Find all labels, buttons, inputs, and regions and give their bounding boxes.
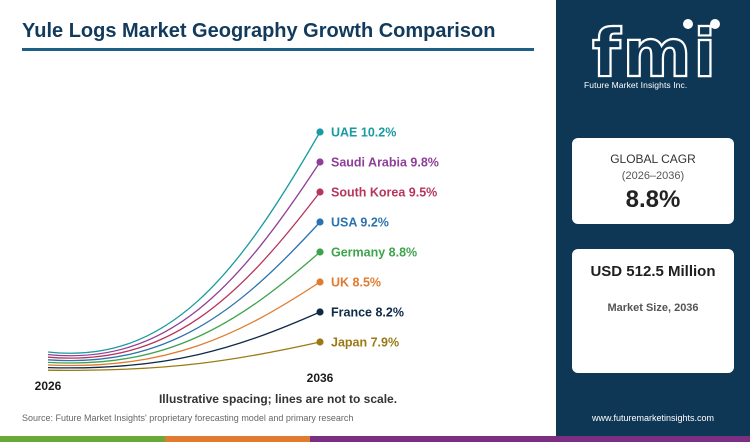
bottom-color-bar — [0, 436, 750, 442]
x-tick-label: 2036 — [307, 371, 334, 385]
bottom-bar-orange — [165, 436, 310, 442]
series-end-point — [316, 128, 324, 136]
logo-tagline: Future Market Insights Inc. — [584, 80, 688, 90]
series-line-uk — [47, 281, 321, 367]
series-end-point — [316, 308, 324, 316]
logo-dot-left — [683, 19, 693, 29]
series-line-south-korea — [47, 191, 321, 359]
market-size-card: USD 512.5 Million Market Size, 2036 — [572, 249, 734, 373]
series-end-point — [316, 248, 324, 256]
growth-chart: UAE 10.2% Saudi Arabia 9.8% South Korea 9.… — [35, 126, 439, 394]
fmi-logo: fmi — [591, 14, 720, 93]
series-label: South Korea 9.5% — [331, 186, 437, 200]
series-end-point — [316, 158, 324, 166]
series-label: Germany 8.8% — [331, 246, 417, 260]
global-cagr-value: 8.8% — [625, 186, 681, 213]
series-label: France 8.2% — [331, 306, 404, 320]
global-cagr-period: (2026–2036) — [621, 170, 685, 182]
title-underline — [22, 48, 534, 51]
series-line-uae — [47, 131, 321, 354]
logo-wordmark: fmi — [592, 15, 718, 92]
series-label: Japan 7.9% — [331, 336, 399, 350]
series-line-japan — [47, 341, 321, 372]
logo-dot-right — [710, 19, 720, 29]
website-url[interactable]: www.futuremarketinsights.com — [591, 413, 715, 423]
series-end-point — [316, 188, 324, 196]
bottom-bar-green — [0, 436, 165, 442]
series-label: Saudi Arabia 9.8% — [331, 156, 439, 170]
page-title: Yule Logs Market Geography Growth Compar… — [22, 20, 496, 42]
series-line-france — [47, 311, 321, 369]
source-text: Source: Future Market Insights' propriet… — [22, 413, 354, 423]
chart-note: Illustrative spacing; lines are not to s… — [158, 392, 398, 406]
series-label: UK 8.5% — [331, 276, 381, 290]
series-line-saudi-arabia — [47, 161, 321, 357]
series-end-point — [316, 218, 324, 226]
market-size-value: USD 512.5 Million — [590, 263, 716, 280]
chart-panel: Yule Logs Market Geography Growth Compar… — [22, 20, 534, 423]
series-label: USA 9.2% — [331, 216, 389, 230]
market-size-label: Market Size, 2036 — [607, 302, 699, 314]
series-label: UAE 10.2% — [331, 126, 396, 140]
series-end-point — [316, 338, 324, 346]
x-tick-label: 2026 — [35, 379, 62, 393]
global-cagr-label: GLOBAL CAGR — [610, 152, 696, 166]
series-line-germany — [47, 251, 321, 364]
series-line-usa — [47, 221, 321, 362]
series-end-point — [316, 278, 324, 286]
global-cagr-card: GLOBAL CAGR (2026–2036) 8.8% — [572, 138, 734, 224]
bottom-bar-purple — [310, 436, 750, 442]
info-panel: fmi Future Market Insights Inc. GLOBAL C… — [556, 0, 750, 436]
